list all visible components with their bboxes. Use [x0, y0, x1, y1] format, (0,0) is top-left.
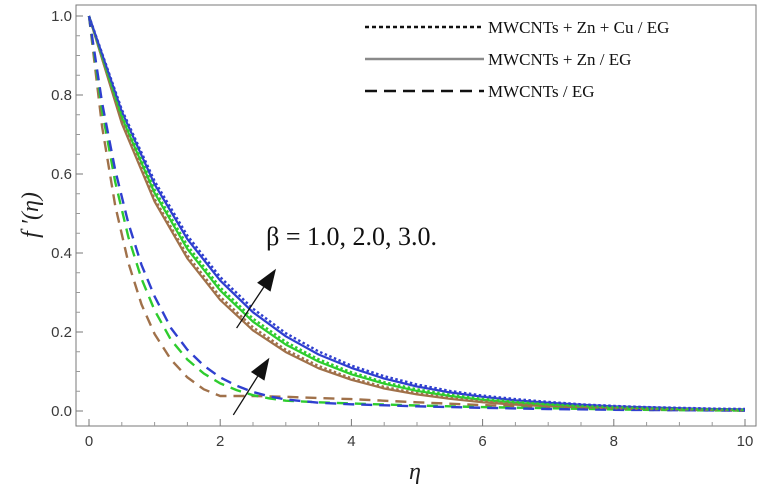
x-tick-label: 8	[610, 433, 618, 450]
y-tick-label: 0.8	[51, 87, 72, 104]
beta-annotation: β = 1.0, 2.0, 3.0.	[232, 222, 437, 416]
series-line-dashed-beta-1	[87, 15, 746, 412]
series-layer	[87, 15, 746, 412]
x-tick-label: 6	[478, 433, 486, 450]
y-tick-label: 0.0	[51, 403, 72, 420]
legend-label: MWCNTs + Zn / EG	[488, 50, 631, 69]
beta-annotation-text: β = 1.0, 2.0, 3.0.	[266, 222, 437, 251]
annotation-arrow-head	[250, 357, 270, 381]
x-tick-label: 4	[347, 433, 355, 450]
legend-label: MWCNTs + Zn + Cu / EG	[488, 18, 669, 37]
legend-label: MWCNTs / EG	[488, 82, 594, 101]
y-tick-label: 0.4	[51, 245, 72, 262]
y-tick-label: 0.6	[51, 166, 72, 183]
annotation-arrow-shaft	[236, 286, 265, 329]
legend: MWCNTs + Zn + Cu / EG MWCNTs + Zn / EG M…	[365, 18, 669, 101]
series-line-dotted-beta-1	[87, 15, 746, 412]
plot-frame	[75, 4, 757, 427]
annotation-arrow-shaft	[232, 375, 259, 416]
y-tick-label: 1.0	[51, 8, 72, 25]
tick-layer: 0 2 4 6 8 10 0.0 0.2 0.4 0.6 0.8 1.0	[51, 8, 753, 450]
x-axis-title: η	[409, 459, 421, 485]
x-tick-label: 10	[737, 433, 754, 450]
x-tick-label: 2	[216, 433, 224, 450]
y-axis-title: f ′(η)	[18, 192, 44, 238]
annotation-arrow-head	[257, 268, 276, 292]
series-line-dotted-beta-3	[87, 15, 746, 411]
x-tick-label: 0	[85, 433, 93, 450]
series-line-dashed-beta-3	[87, 15, 746, 412]
y-tick-label: 0.2	[51, 324, 72, 341]
